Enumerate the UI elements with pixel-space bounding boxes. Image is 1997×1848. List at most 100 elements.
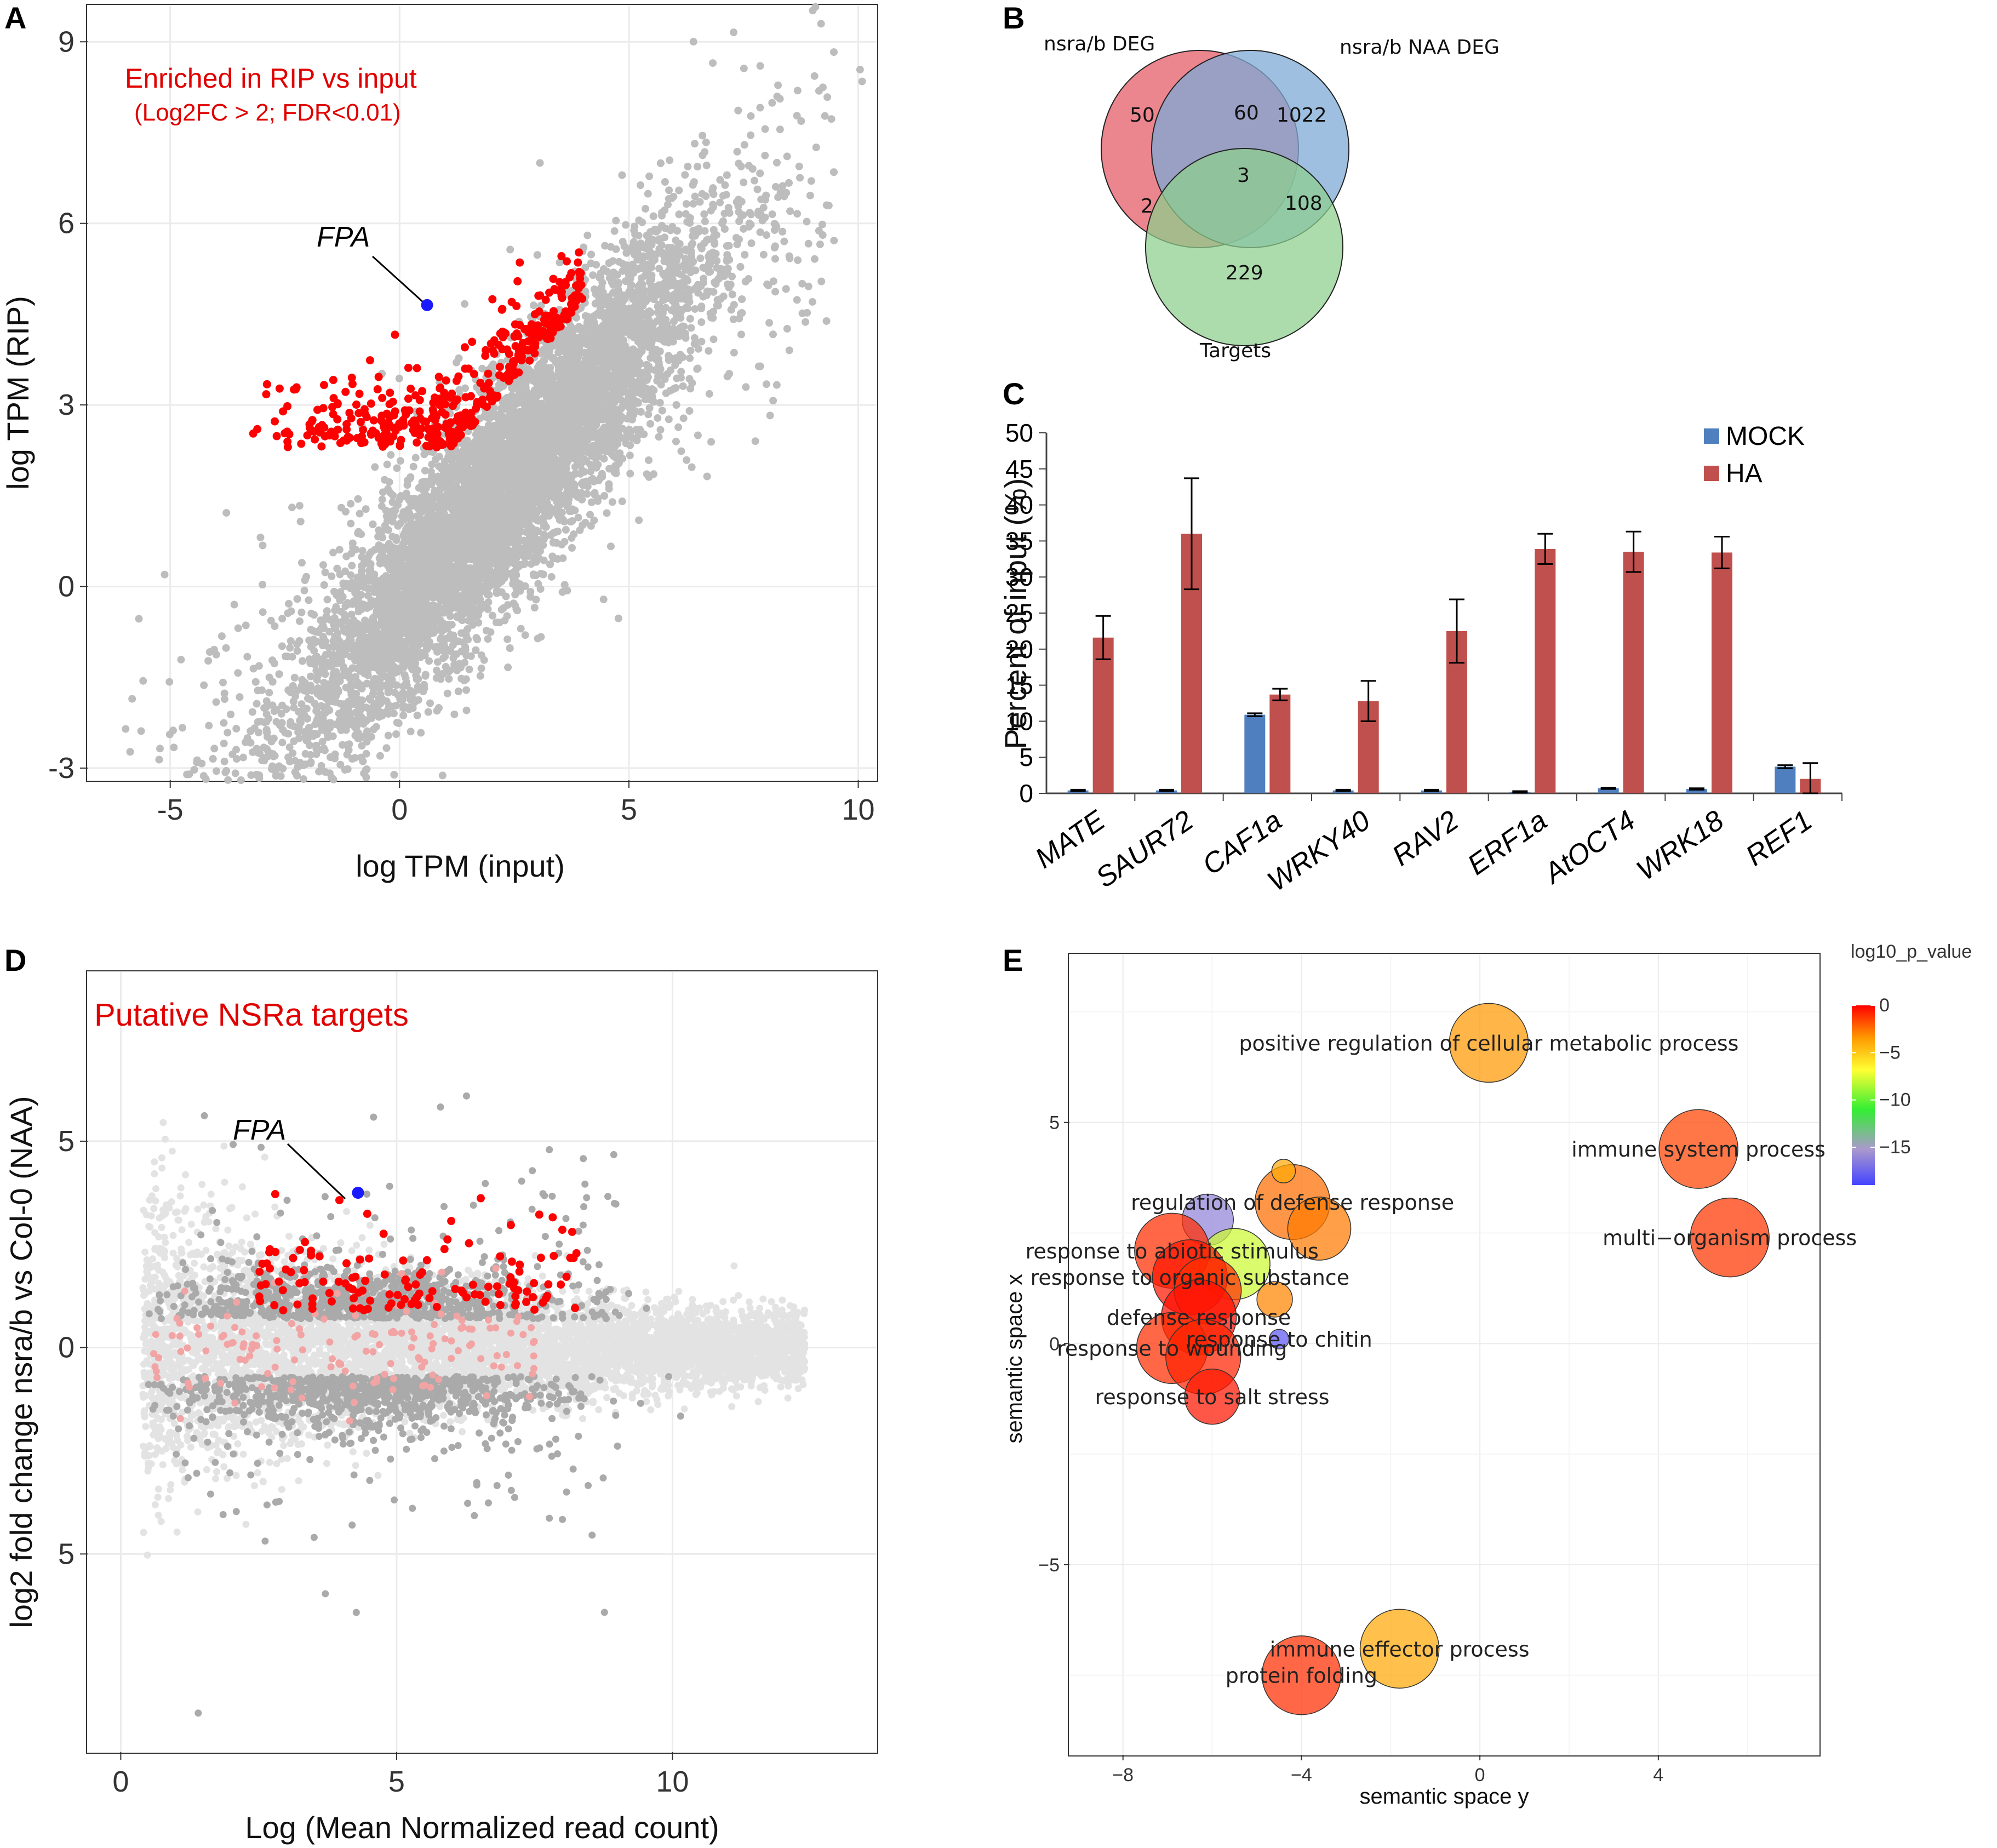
a-point — [771, 288, 780, 296]
a-point — [347, 519, 355, 528]
a-point — [747, 131, 755, 139]
a-point — [411, 454, 420, 462]
a-point — [759, 250, 768, 259]
a-point — [682, 200, 690, 208]
a-point — [618, 171, 626, 179]
a-point — [307, 672, 315, 680]
a-point — [661, 206, 669, 214]
a-point — [691, 305, 699, 313]
a-point — [237, 776, 245, 784]
a-point — [747, 112, 755, 120]
a-point — [323, 596, 331, 604]
a-point — [645, 404, 654, 412]
a-point — [547, 573, 556, 581]
a-point — [774, 193, 782, 201]
a-point — [740, 178, 748, 186]
a-point — [409, 462, 417, 471]
a-point — [568, 544, 576, 552]
a-point — [696, 254, 705, 262]
a-point — [761, 125, 769, 133]
a-point — [644, 410, 653, 419]
a-point — [417, 729, 425, 737]
a-point — [771, 182, 780, 191]
a-point — [856, 66, 864, 74]
a-point — [740, 141, 748, 149]
a-point — [709, 335, 718, 344]
a-point — [603, 509, 611, 517]
a-point — [450, 710, 459, 718]
a-point — [335, 546, 344, 554]
a-point — [697, 337, 706, 346]
a-point — [686, 346, 695, 354]
a-point — [721, 181, 729, 189]
a-point — [679, 414, 688, 422]
a-point — [530, 301, 538, 310]
a-point — [702, 161, 711, 169]
a-point — [796, 174, 804, 182]
panel-a-letter: A — [4, 1, 26, 35]
a-point — [293, 647, 301, 655]
a-point — [504, 663, 512, 672]
a-point — [383, 460, 391, 468]
a-point — [737, 330, 745, 339]
panel-a-points — [122, 3, 866, 784]
a-point — [392, 730, 400, 738]
a-point — [612, 216, 620, 225]
a-point — [501, 616, 509, 625]
a-point — [665, 352, 673, 360]
a-point — [616, 449, 624, 457]
a-point — [278, 739, 287, 747]
a-point — [608, 498, 616, 506]
a-point — [697, 318, 706, 327]
a-point — [372, 723, 380, 731]
a-point — [328, 572, 336, 580]
a-point — [697, 244, 706, 253]
a-point — [232, 725, 241, 733]
a-point — [285, 743, 294, 751]
a-point — [239, 753, 248, 762]
a-point — [510, 599, 518, 608]
a-point — [462, 706, 471, 714]
a-point — [278, 642, 286, 650]
a-point — [661, 178, 669, 186]
a-point — [432, 674, 440, 682]
a-point — [371, 463, 379, 471]
a-point — [443, 689, 451, 697]
a-point — [665, 186, 673, 194]
a-point — [465, 665, 473, 673]
a-point — [665, 415, 673, 424]
a-point — [587, 498, 596, 506]
a-point — [396, 457, 404, 465]
a-point — [438, 771, 447, 780]
a-point — [716, 198, 724, 207]
a-point — [687, 324, 695, 332]
a-point — [536, 585, 545, 593]
a-point — [592, 261, 600, 269]
a-point — [455, 386, 464, 394]
a-point — [347, 500, 355, 508]
a-point — [858, 77, 866, 85]
a-point — [701, 218, 709, 226]
a-point — [583, 231, 592, 239]
a-point — [583, 490, 591, 498]
a-point — [428, 460, 436, 468]
a-point — [265, 689, 273, 697]
a-point — [646, 420, 654, 428]
a-point — [674, 333, 683, 341]
a-point — [482, 626, 490, 634]
a-point — [684, 162, 692, 170]
a-point — [384, 731, 392, 740]
a-point — [656, 426, 665, 434]
a-point — [287, 637, 295, 645]
a-point — [477, 664, 485, 672]
a-point — [574, 513, 582, 522]
a-point — [399, 711, 408, 719]
a-point — [209, 755, 217, 763]
a-point — [390, 710, 398, 718]
a-point — [286, 644, 294, 652]
a-point — [484, 635, 492, 643]
a-point — [686, 354, 694, 362]
a-point — [421, 467, 429, 475]
